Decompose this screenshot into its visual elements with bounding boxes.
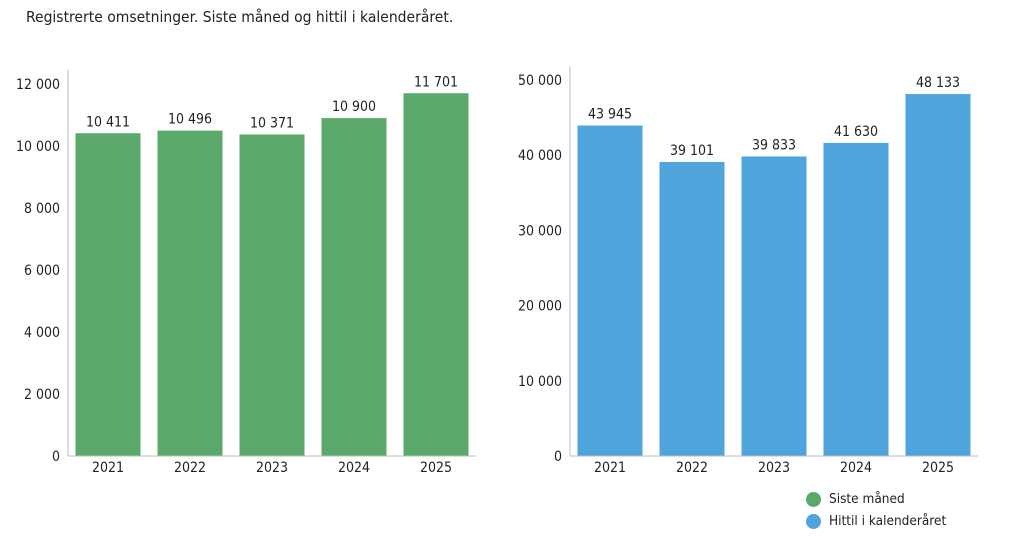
- y-tick-label: 20 000: [518, 299, 562, 315]
- data-label: 39 101: [670, 143, 714, 159]
- bar-2022: [659, 161, 725, 456]
- x-tick-label: 2024: [338, 460, 370, 476]
- legend-item-hittil: Hittil i kalenderåret: [806, 510, 946, 532]
- y-tick-label: 30 000: [518, 223, 562, 239]
- y-tick-label: 10 000: [518, 374, 562, 390]
- data-label: 10 371: [250, 115, 294, 131]
- bar-2025: [905, 94, 971, 456]
- legend: Siste måned Hittil i kalenderåret: [806, 488, 946, 532]
- bar-2023: [741, 156, 807, 456]
- data-label: 39 833: [752, 137, 796, 153]
- chart-title: Registrerte omsetninger. Siste måned og …: [26, 8, 454, 26]
- data-label: 43 945: [588, 107, 632, 123]
- y-tick-label: 50 000: [518, 73, 562, 89]
- legend-marker-icon: [806, 513, 821, 529]
- x-tick-label: 2024: [840, 460, 872, 476]
- y-tick-label: 6 000: [24, 263, 60, 279]
- x-tick-label: 2022: [174, 460, 206, 476]
- data-label: 10 900: [332, 99, 376, 115]
- legend-label: Siste måned: [829, 491, 905, 507]
- bar-2021: [75, 133, 141, 456]
- x-tick-label: 2023: [256, 460, 288, 476]
- x-tick-label: 2023: [758, 460, 790, 476]
- legend-marker-icon: [806, 491, 821, 507]
- legend-label: Hittil i kalenderåret: [829, 513, 947, 529]
- y-tick-label: 4 000: [24, 325, 60, 341]
- data-label: 10 496: [168, 112, 212, 128]
- data-label: 48 133: [916, 75, 960, 91]
- data-label: 41 630: [834, 124, 878, 140]
- y-tick-label: 40 000: [518, 148, 562, 164]
- bar-2024: [823, 142, 889, 457]
- bar-2024: [321, 118, 387, 456]
- data-label: 10 411: [86, 114, 130, 130]
- x-tick-label: 2025: [922, 460, 954, 476]
- y-tick-label: 12 000: [16, 77, 60, 93]
- y-tick-label: 0: [554, 449, 562, 465]
- x-tick-label: 2021: [594, 460, 626, 476]
- y-tick-label: 10 000: [16, 139, 60, 155]
- x-tick-label: 2021: [92, 460, 124, 476]
- legend-item-siste-maned: Siste måned: [806, 488, 946, 510]
- bar-2025: [403, 93, 469, 457]
- chart-panel-1: 0 2 000 4 000 6 000 8 000 10 000 12 000 10 411 2…: [16, 70, 476, 476]
- y-tick-label: 0: [52, 449, 60, 465]
- data-label: 11 701: [414, 74, 458, 90]
- bar-2022: [157, 130, 223, 456]
- y-tick-label: 8 000: [24, 201, 60, 217]
- chart-panel-2: 0 10 000 20 000 30 000 40 000 50 000 43 945 202…: [518, 66, 978, 476]
- y-tick-label: 2 000: [24, 387, 60, 403]
- bar-2023: [239, 134, 305, 456]
- bar-2021: [577, 125, 643, 456]
- x-tick-label: 2025: [420, 460, 452, 476]
- x-tick-label: 2022: [676, 460, 708, 476]
